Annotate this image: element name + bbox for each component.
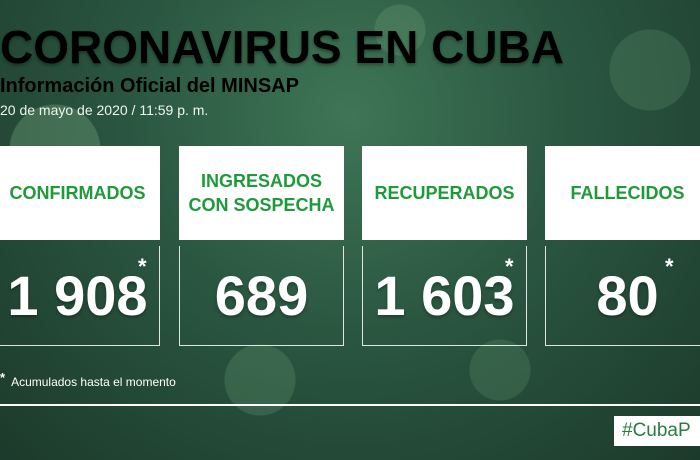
page-subtitle: Información Oficial del MINSAP — [0, 75, 299, 97]
card-value-box: 80 — [545, 246, 700, 346]
footnote-asterisk: * — [0, 370, 6, 385]
footnote: * Acumulados hasta el momento — [0, 370, 176, 390]
asterisk-mark: * — [665, 254, 674, 279]
bottom-bar: #CubaP — [0, 404, 700, 460]
card-fallecidos: FALLECIDOS 80 * — [545, 146, 700, 346]
card-label: RECUPERADOS — [374, 183, 515, 203]
card-confirmados: CONFIRMADOS 1 908 * — [0, 146, 160, 346]
card-value: 80 — [596, 263, 659, 327]
card-ingresados: INGRESADOS CON SOSPECHA 689 — [179, 146, 344, 346]
card-recuperados: RECUPERADOS 1 603 * — [362, 146, 527, 346]
card-label-box: RECUPERADOS — [362, 146, 527, 240]
hashtag-text: #CubaP — [622, 420, 691, 441]
card-value-box: 1 908 — [0, 246, 160, 346]
card-value: 1 603 — [374, 263, 515, 327]
card-value: 1 908 — [7, 263, 148, 327]
asterisk-mark: * — [138, 254, 147, 279]
card-label: CONFIRMADOS — [9, 183, 146, 203]
footnote-text: Acumulados hasta el momento — [11, 375, 176, 389]
card-label-box: FALLECIDOS — [545, 146, 700, 240]
card-value-box: 1 603 — [362, 246, 527, 346]
card-label-line1: INGRESADOS — [200, 171, 323, 191]
card-value-box: 689 — [179, 246, 344, 346]
page-title: CORONAVIRUS EN CUBA — [0, 21, 564, 73]
card-label-box: INGRESADOS CON SOSPECHA — [179, 146, 344, 240]
asterisk-mark: * — [505, 254, 514, 279]
card-label: FALLECIDOS — [570, 183, 685, 203]
card-label-line2: CON SOSPECHA — [188, 195, 335, 215]
report-date: 20 de mayo de 2020 / 11:59 p. m. — [0, 102, 209, 118]
hashtag-box: #CubaP — [614, 416, 700, 446]
card-value: 689 — [214, 263, 309, 327]
card-label: INGRESADOS CON SOSPECHA — [188, 169, 334, 217]
card-label-box: CONFIRMADOS — [0, 146, 160, 240]
